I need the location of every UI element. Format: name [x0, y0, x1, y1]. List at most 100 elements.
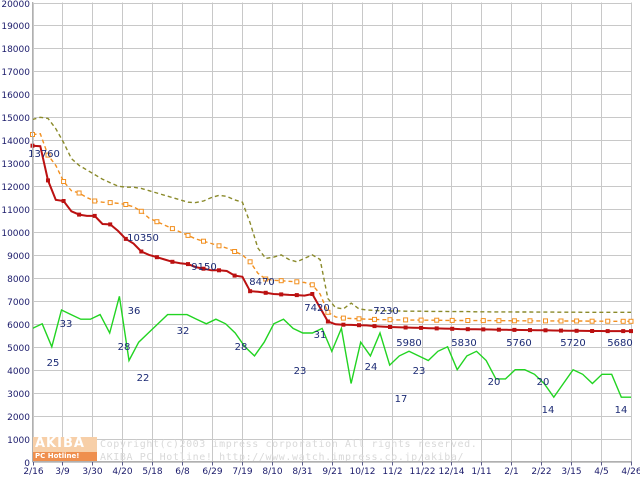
data-point-marker-lowest-price — [294, 293, 299, 298]
data-point-marker-lowest-price — [419, 325, 424, 330]
akiba-logo-line2: PC Hotline! — [33, 452, 97, 461]
data-point-marker-lowest-price — [372, 324, 377, 329]
data-point-marker-lowest-price — [450, 326, 455, 331]
data-point-marker-lowest-price — [621, 329, 626, 334]
data-point-marker-lowest-price — [263, 290, 268, 295]
data-point-marker-lowest-price — [46, 178, 50, 183]
x-axis-tick-label: 4/20 — [112, 467, 132, 477]
data-point-marker-lowest-price — [388, 325, 392, 329]
watermark-text: Copyright(c)2003 impress corporation All… — [100, 439, 477, 463]
data-point-marker-lowest-price — [217, 268, 221, 273]
y-axis-tick-label: 8000 — [7, 275, 30, 285]
data-point-marker-lowest-price — [512, 327, 517, 332]
data-point-marker-average-price — [574, 318, 580, 324]
price-value-label: 7230 — [373, 306, 398, 317]
data-point-marker-average-price — [247, 259, 253, 265]
shop-count-value-label: 20 — [488, 377, 501, 388]
data-point-marker-average-price — [527, 318, 533, 324]
data-point-marker-average-price — [449, 317, 455, 323]
shop-count-value-label: 23 — [294, 366, 307, 377]
data-point-marker-lowest-price — [77, 212, 82, 217]
series-line-shop-count — [32, 296, 631, 399]
data-point-marker-lowest-price — [403, 325, 408, 330]
y-axis-tick-labels: 0 1000 2000 3000 4000 5000 6000 7000 8000 9000 100… — [1, 0, 30, 469]
data-point-marker-lowest-price — [574, 328, 579, 333]
x-axis-tick-label: 3/9 — [55, 467, 70, 477]
data-point-marker-average-price — [434, 317, 440, 323]
data-point-marker-lowest-price — [496, 327, 501, 332]
data-point-marker-lowest-price — [559, 328, 563, 333]
data-point-marker-average-price — [387, 317, 393, 323]
y-axis-tick-label: 4000 — [7, 367, 30, 377]
shop-count-value-label: 31 — [314, 330, 327, 341]
price-value-label: 10350 — [127, 233, 159, 244]
data-point-marker-lowest-price — [325, 319, 330, 324]
data-point-marker-average-price — [403, 317, 409, 323]
y-axis-tick-label: 11000 — [1, 206, 30, 216]
x-axis-tick-label: 5/18 — [142, 467, 162, 477]
data-point-marker-lowest-price — [248, 289, 253, 294]
data-point-marker-average-price — [620, 318, 626, 324]
svg-text:Copyright(c)2003 impress corpo: Copyright(c)2003 impress corporation All… — [100, 439, 477, 450]
data-series-layer — [30, 116, 634, 399]
price-value-label: 5830 — [451, 338, 476, 349]
vertical-gridlines — [33, 2, 632, 466]
data-point-marker-average-price — [169, 226, 175, 232]
data-point-marker-average-price — [309, 282, 315, 288]
price-value-label: 8470 — [249, 277, 274, 288]
y-axis-tick-label: 19000 — [1, 22, 30, 32]
data-point-marker-lowest-price — [629, 329, 633, 334]
price-value-label: 5980 — [396, 338, 421, 349]
shop-count-value-label: 14 — [542, 405, 555, 416]
x-axis-tick-label: 6/29 — [202, 467, 222, 477]
data-point-marker-lowest-price — [123, 236, 128, 241]
y-axis-tick-label: 0 — [24, 459, 30, 469]
data-point-marker-average-price — [628, 318, 634, 324]
data-point-marker-average-price — [325, 309, 331, 315]
y-axis-tick-label: 1000 — [7, 436, 30, 446]
x-axis-tick-label: 8/31 — [292, 467, 312, 477]
akiba-logo-watermark: AKIBA PC Hotline! — [33, 437, 97, 461]
data-point-marker-average-price — [372, 316, 377, 322]
data-point-marker-average-price — [216, 243, 222, 249]
data-point-marker-average-price — [107, 200, 113, 206]
data-point-marker-lowest-price — [605, 329, 610, 334]
shop-count-value-label: 32 — [177, 326, 190, 337]
data-point-marker-lowest-price — [341, 322, 346, 327]
shop-count-value-label: 17 — [395, 394, 408, 405]
data-point-marker-average-price — [123, 202, 129, 207]
x-axis-tick-labels: 2/16 3/9 3/30 4/20 5/18 6/8 6/29 7/19 8/10 8/31 9/… — [23, 467, 640, 477]
data-point-marker-lowest-price — [232, 273, 237, 278]
price-value-label: 5720 — [560, 338, 585, 349]
shop-count-value-label: 28 — [118, 342, 131, 353]
data-point-marker-average-price — [558, 318, 564, 324]
data-point-marker-average-price — [294, 279, 300, 285]
price-value-label: 9150 — [191, 262, 216, 273]
x-axis-tick-label: 1/11 — [471, 467, 491, 477]
price-value-label: 13760 — [28, 149, 60, 160]
data-point-marker-lowest-price — [590, 329, 595, 333]
y-axis-tick-label: 15000 — [1, 114, 30, 124]
y-axis-tick-label: 14000 — [1, 137, 30, 147]
y-axis-tick-label: 5000 — [7, 344, 30, 354]
data-point-marker-average-price — [263, 276, 269, 282]
x-axis-tick-label: 11/22 — [410, 467, 436, 477]
svg-text:AKIBA PC Hotline! http://www.: AKIBA PC Hotline! http://www.watch.impre… — [100, 452, 464, 463]
data-point-marker-lowest-price — [465, 327, 470, 332]
akiba-logo-line1: AKIBA — [35, 436, 85, 451]
price-value-label: 7420 — [304, 303, 329, 314]
x-axis-tick-label: 2/16 — [23, 467, 43, 477]
data-point-marker-average-price — [185, 232, 191, 238]
price-value-label: 5680 — [607, 338, 632, 349]
data-point-marker-average-price — [232, 249, 238, 254]
data-point-marker-lowest-price — [201, 266, 206, 271]
data-point-marker-average-price — [418, 317, 424, 323]
x-axis-tick-label: 2/22 — [531, 467, 551, 477]
data-point-marker-average-price — [92, 198, 98, 204]
price-point-labels: 13760 10350 9150 8470 7420 7230 5980 5830 5760 57… — [28, 149, 633, 349]
data-point-marker-average-price — [340, 315, 346, 321]
series-line-highest-price — [32, 116, 631, 313]
data-point-marker-average-price — [496, 318, 502, 324]
